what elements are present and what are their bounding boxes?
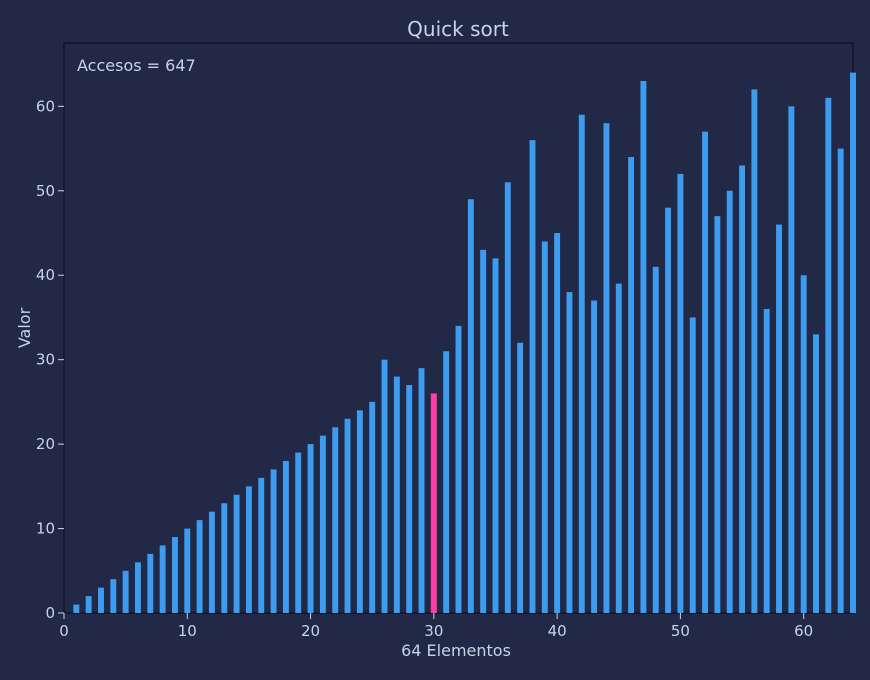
bar <box>566 292 573 613</box>
y-tick-label: 0 <box>45 604 55 622</box>
x-axis-label: 64 Elementos <box>401 641 511 660</box>
bar <box>665 207 672 614</box>
bar <box>603 123 610 613</box>
bar <box>825 97 832 613</box>
bar <box>147 553 154 613</box>
bar <box>295 452 302 613</box>
bar <box>233 494 240 613</box>
x-tick-label: 0 <box>59 622 69 640</box>
bar-highlighted <box>430 393 437 613</box>
bar <box>356 410 363 613</box>
bar <box>640 81 647 613</box>
bar <box>196 520 203 613</box>
bar <box>307 444 314 613</box>
bar <box>615 283 622 613</box>
bar <box>85 596 92 613</box>
bar <box>763 309 770 613</box>
y-tick-label: 30 <box>36 351 55 369</box>
bar <box>443 351 450 613</box>
bar <box>418 368 425 613</box>
bar <box>381 359 388 613</box>
y-tick-label: 20 <box>36 435 55 453</box>
bar <box>554 233 561 613</box>
x-tick-label: 50 <box>671 622 690 640</box>
bar <box>122 570 129 613</box>
bar <box>739 165 746 613</box>
bar <box>480 249 487 613</box>
bar <box>221 503 228 613</box>
bar <box>837 148 844 613</box>
bar <box>578 114 585 613</box>
y-ticks: 0 10 20 30 40 50 60 <box>36 97 64 622</box>
bar <box>344 418 351 613</box>
bar <box>813 334 819 613</box>
bar <box>751 89 758 613</box>
bar <box>850 72 856 613</box>
bar <box>689 317 696 613</box>
bar <box>504 182 511 613</box>
bar <box>541 241 548 613</box>
y-tick-label: 60 <box>36 97 55 115</box>
y-tick-label: 50 <box>36 182 55 200</box>
x-tick-label: 10 <box>178 622 197 640</box>
bar <box>393 376 400 613</box>
bar <box>714 216 721 614</box>
bar <box>776 224 782 613</box>
bar <box>159 545 166 613</box>
bar <box>517 342 524 613</box>
x-tick-label: 20 <box>301 622 320 640</box>
bar <box>628 157 635 613</box>
x-ticks: 0 10 20 30 40 50 60 <box>59 613 813 640</box>
bar <box>800 275 807 613</box>
bar <box>282 461 289 613</box>
bar <box>332 427 339 613</box>
y-tick-label: 10 <box>36 520 55 538</box>
bar <box>467 199 474 613</box>
plot-area: 0 10 20 30 40 50 60 0 10 20 30 40 50 60 <box>36 42 856 640</box>
bar <box>258 477 265 613</box>
bar <box>677 173 684 613</box>
bar <box>184 528 191 613</box>
bar <box>208 511 215 613</box>
bar <box>492 258 499 613</box>
bar <box>652 266 659 613</box>
bar <box>98 587 104 613</box>
bar <box>110 579 117 613</box>
x-tick-label: 30 <box>424 622 443 640</box>
accesses-annotation: Accesos = 647 <box>77 56 196 75</box>
bar <box>270 469 277 613</box>
bar <box>529 140 536 614</box>
bar <box>171 537 178 613</box>
chart-title: Quick sort <box>407 17 509 41</box>
bar <box>245 486 252 613</box>
bar <box>135 562 141 613</box>
bar <box>73 604 80 613</box>
bar <box>455 325 462 613</box>
x-tick-label: 60 <box>794 622 813 640</box>
bar <box>591 300 598 613</box>
bars-group <box>73 72 856 614</box>
bar <box>319 435 326 613</box>
y-tick-label: 40 <box>36 266 55 284</box>
y-axis-label: Valor <box>15 307 34 348</box>
bar <box>369 401 376 613</box>
x-tick-label: 40 <box>548 622 567 640</box>
bar <box>406 385 413 613</box>
bar <box>726 190 733 613</box>
bar <box>788 106 795 613</box>
bar <box>702 131 709 614</box>
